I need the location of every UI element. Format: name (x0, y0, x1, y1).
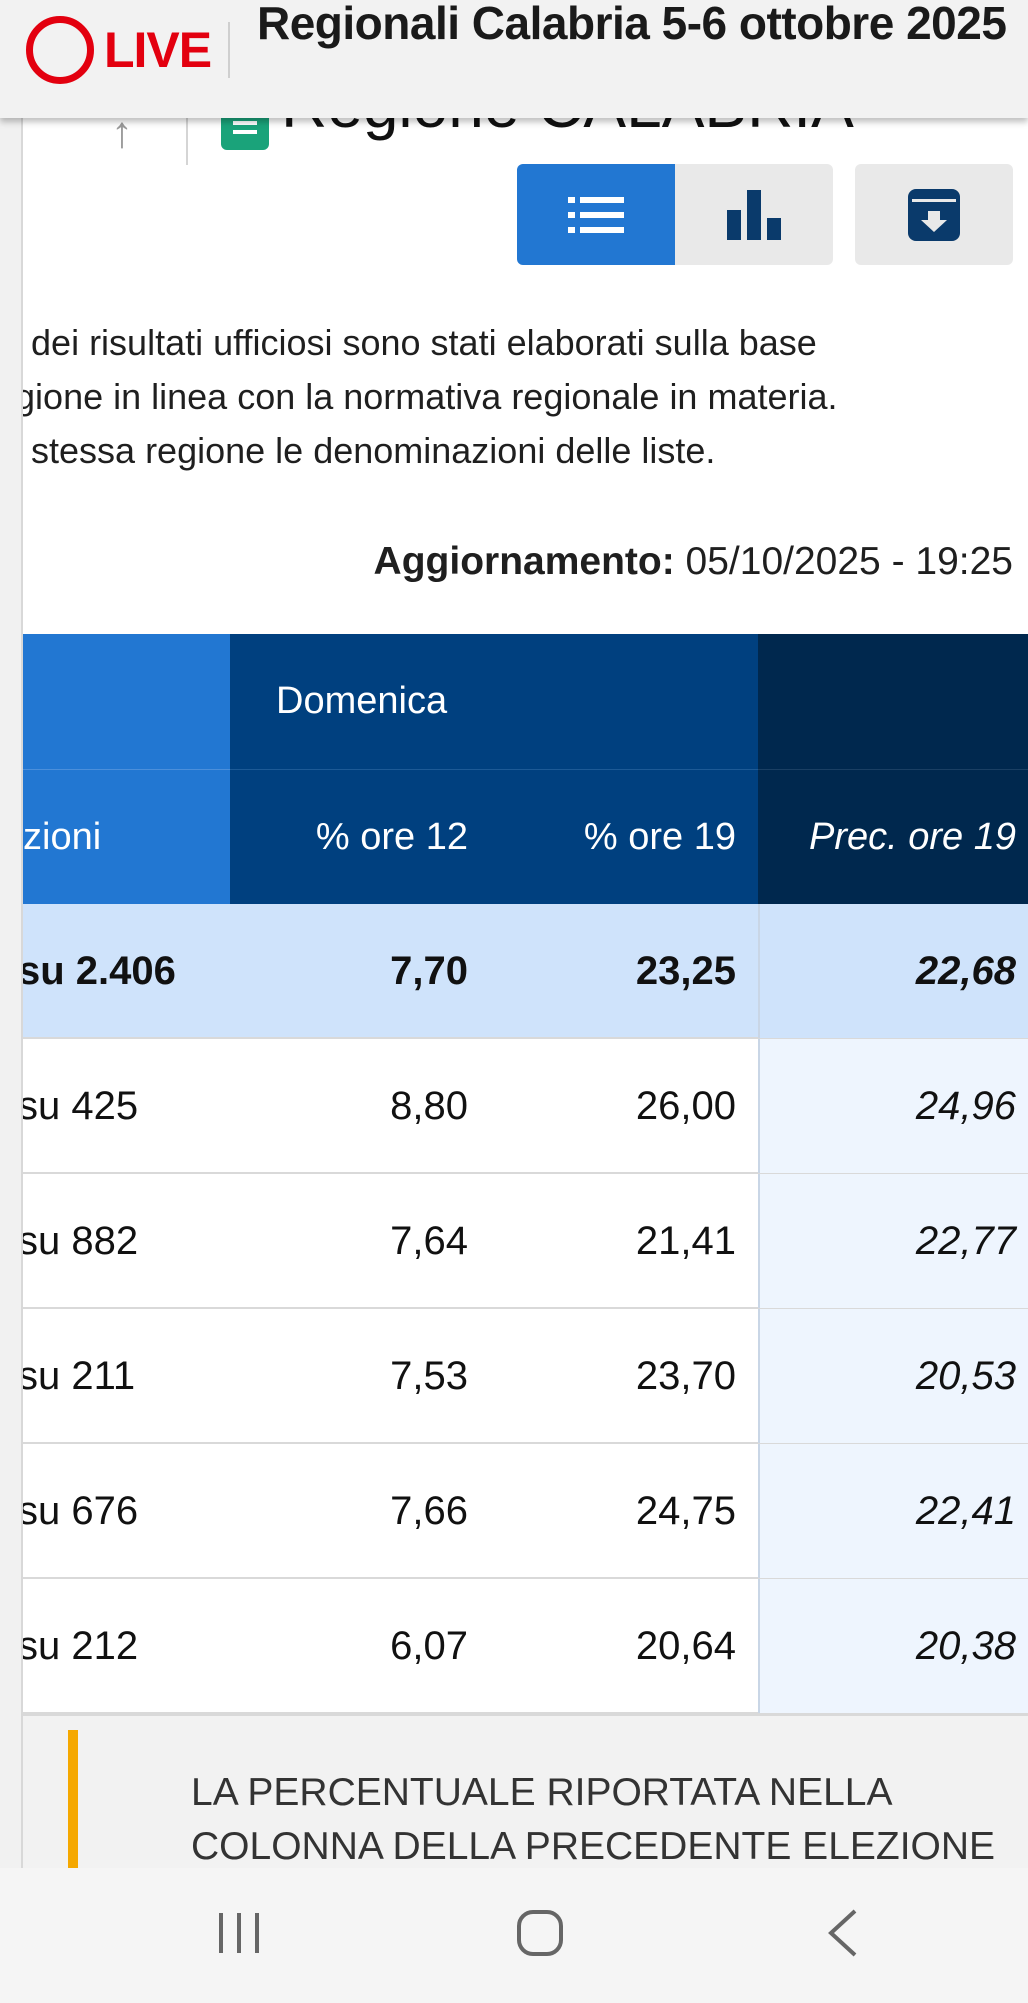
group-header-prec (758, 634, 1028, 769)
cell-sezioni: su 425 (18, 1083, 139, 1128)
header-sezioni[interactable]: zioni (23, 769, 230, 904)
home-button[interactable] (495, 1898, 585, 1968)
back-button[interactable] (798, 1898, 888, 1968)
home-icon (517, 1910, 563, 1956)
live-header: LIVE Regionali Calabria 5-6 ottobre 2025 (0, 0, 1028, 118)
recent-apps-button[interactable] (194, 1898, 284, 1968)
notice-line-3: a stessa regione le denominazioni delle … (23, 430, 716, 471)
list-view-button[interactable] (517, 164, 675, 265)
update-timestamp: Aggiornamento: 05/10/2025 - 19:25 (374, 540, 1013, 584)
cell-ore-19: 21,41 (635, 1218, 736, 1263)
table-group-header-row: Domenica (23, 634, 1028, 769)
list-icon (568, 196, 624, 233)
group-header-empty (23, 634, 230, 769)
notice-line-2: egione in linea con la normativa regiona… (23, 376, 838, 417)
cell-sezioni: su 211 (18, 1353, 136, 1398)
cell-prec-ore-19: 22,77 (758, 1174, 1028, 1308)
back-icon (828, 1909, 857, 1957)
cell-ore-12: 7,64 (390, 1218, 468, 1263)
cell-sezioni: su 212 (18, 1623, 139, 1668)
notice-line-1: o dei risultati ufficiosi sono stati ela… (23, 322, 817, 363)
left-edge-panel (0, 0, 23, 1868)
cell-ore-12: 7,53 (390, 1353, 468, 1398)
group-header-domenica: Domenica (230, 634, 758, 769)
cell-ore-19: 26,00 (635, 1083, 736, 1128)
update-label: Aggiornamento: (373, 540, 675, 583)
table-row-total[interactable]: su 2.406 7,70 23,25 22,68 (18, 904, 1028, 1039)
bar-chart-icon (727, 189, 781, 240)
footnote-accent-bar (68, 1730, 78, 1868)
update-value: 05/10/2025 - 19:25 (685, 540, 1013, 583)
cell-sezioni: su 882 (18, 1218, 139, 1263)
header-ore-19[interactable]: % ore 19 (488, 769, 758, 904)
page-title[interactable]: Regionali Calabria 5-6 ottobre 2025 (257, 0, 1007, 49)
header-ore-12[interactable]: % ore 12 (230, 769, 488, 904)
cell-ore-12: 7,66 (390, 1488, 468, 1533)
table-row[interactable]: su 211 7,53 23,70 20,53 (18, 1309, 1028, 1444)
footnote-box: LA PERCENTUALE RIPORTATA NELLA COLONNA D… (23, 1714, 1028, 1868)
table-row[interactable]: su 425 8,80 26,00 24,96 (18, 1039, 1028, 1174)
cell-prec-ore-19: 24,96 (758, 1039, 1028, 1173)
live-label: LIVE (104, 22, 212, 78)
cell-ore-19: 24,75 (635, 1488, 736, 1533)
chart-view-button[interactable] (675, 164, 833, 265)
header-prec-ore-19[interactable]: Prec. ore 19 (758, 769, 1028, 904)
cell-sezioni: su 2.406 (18, 948, 176, 993)
table-header-row: zioni % ore 12 % ore 19 Prec. ore 19 (23, 769, 1028, 904)
cell-ore-12: 8,80 (390, 1083, 468, 1128)
cell-ore-12: 6,07 (390, 1623, 468, 1668)
cell-ore-19: 23,25 (635, 948, 736, 993)
header-divider (228, 22, 230, 78)
live-circle-icon (26, 16, 94, 84)
cell-ore-12: 7,70 (390, 948, 468, 993)
table-row[interactable]: su 212 6,07 20,64 20,38 (18, 1579, 1028, 1714)
system-navigation-bar (0, 1868, 1028, 2003)
archive-download-button[interactable] (855, 164, 1013, 265)
table-row[interactable]: su 676 7,66 24,75 22,41 (18, 1444, 1028, 1579)
recent-apps-icon (219, 1913, 259, 1953)
cell-prec-ore-19: 20,38 (758, 1579, 1028, 1713)
cell-ore-19: 20,64 (635, 1623, 736, 1668)
back-arrow-icon[interactable]: ↑ (111, 108, 133, 157)
cell-prec-ore-19: 20,53 (758, 1309, 1028, 1443)
cell-ore-19: 23,70 (635, 1353, 736, 1398)
table-body: su 2.406 7,70 23,25 22,68 su 425 8,80 26… (18, 904, 1028, 1714)
table-row[interactable]: su 882 7,64 21,41 22,77 (18, 1174, 1028, 1309)
results-notice: o dei risultati ufficiosi sono stati ela… (23, 318, 1028, 488)
footnote-text: LA PERCENTUALE RIPORTATA NELLA COLONNA D… (191, 1771, 996, 1868)
cell-sezioni: su 676 (18, 1488, 139, 1533)
archive-download-icon (908, 188, 960, 241)
cell-prec-ore-19: 22,41 (758, 1444, 1028, 1578)
cell-prec-ore-19: 22,68 (758, 904, 1028, 1038)
region-divider (186, 110, 188, 165)
